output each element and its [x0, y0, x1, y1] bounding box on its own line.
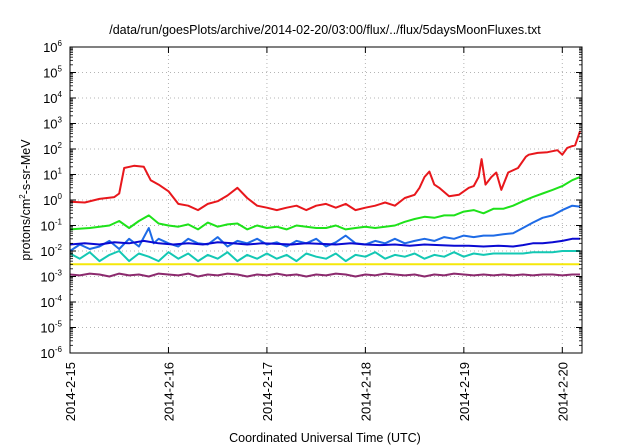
y-tick-exponent: 0 [58, 192, 63, 201]
y-tick-base: 10 [40, 219, 54, 234]
grid-lines [70, 47, 582, 353]
y-tick-label: 106 [43, 39, 62, 55]
y-tick-label: 10-6 [40, 345, 62, 361]
series-line-5 [69, 250, 580, 263]
y-tick-base: 10 [43, 40, 57, 55]
y-tick-label: 101 [43, 167, 62, 183]
series-lines [69, 130, 581, 278]
axes: 10-610-510-410-310-210-11001011021031041… [40, 39, 582, 421]
y-tick-base: 10 [43, 142, 57, 157]
y-axis-label: protons/cm2-s-sr-MeV [18, 139, 33, 261]
x-tick-label: 2014-2-16 [161, 362, 176, 421]
x-axis-label: Coordinated Universal Time (UTC) [229, 431, 421, 445]
series-line-7 [69, 272, 580, 278]
y-tick-exponent: 2 [58, 141, 63, 150]
y-tick-exponent: 5 [58, 65, 63, 74]
y-tick-label: 10-3 [40, 269, 62, 285]
y-label-post: -s-sr-MeV [19, 139, 33, 195]
x-tick-label: 2014-2-19 [457, 362, 472, 421]
y-tick-label: 10-2 [40, 243, 62, 259]
y-tick-base: 10 [43, 117, 57, 132]
y-tick-base: 10 [43, 91, 57, 106]
series-line-4 [69, 237, 580, 248]
series-line-1 [69, 130, 581, 212]
y-tick-exponent: -4 [55, 294, 63, 303]
y-tick-label: 10-4 [40, 294, 62, 310]
y-tick-base: 10 [40, 244, 54, 259]
y-tick-exponent: -5 [55, 320, 63, 329]
y-tick-base: 10 [40, 270, 54, 285]
y-tick-base: 10 [40, 321, 54, 336]
y-tick-exponent: 4 [58, 90, 63, 99]
y-tick-label: 100 [43, 192, 62, 208]
y-tick-exponent: 6 [58, 39, 63, 48]
x-tick-label: 2014-2-20 [555, 362, 570, 421]
y-tick-label: 103 [43, 116, 62, 132]
series-line-3 [69, 204, 581, 252]
x-tick-label: 2014-2-15 [63, 362, 78, 421]
y-tick-base: 10 [43, 66, 57, 81]
y-tick-base: 10 [43, 193, 57, 208]
y-tick-label: 104 [43, 90, 62, 106]
x-tick-label: 2014-2-17 [260, 362, 275, 421]
y-tick-exponent: 1 [58, 167, 63, 176]
y-tick-label: 10-1 [40, 218, 62, 234]
series-line-2 [69, 176, 581, 231]
y-tick-exponent: -6 [55, 345, 63, 354]
y-tick-exponent: -3 [55, 269, 63, 278]
y-tick-exponent: 3 [58, 116, 63, 125]
x-tick-label: 2014-2-18 [358, 362, 373, 421]
y-label-sup: 2 [18, 194, 27, 199]
y-tick-exponent: -2 [55, 243, 63, 252]
chart-title: /data/run/goesPlots/archive/2014-02-20/0… [109, 23, 541, 37]
y-tick-label: 10-5 [40, 320, 62, 336]
y-tick-base: 10 [43, 168, 57, 183]
y-tick-label: 105 [43, 65, 62, 81]
y-tick-base: 10 [40, 295, 54, 310]
y-tick-exponent: -1 [55, 218, 63, 227]
y-label-pre: protons/cm [19, 199, 33, 261]
y-tick-base: 10 [40, 346, 54, 361]
y-tick-label: 102 [43, 141, 62, 157]
